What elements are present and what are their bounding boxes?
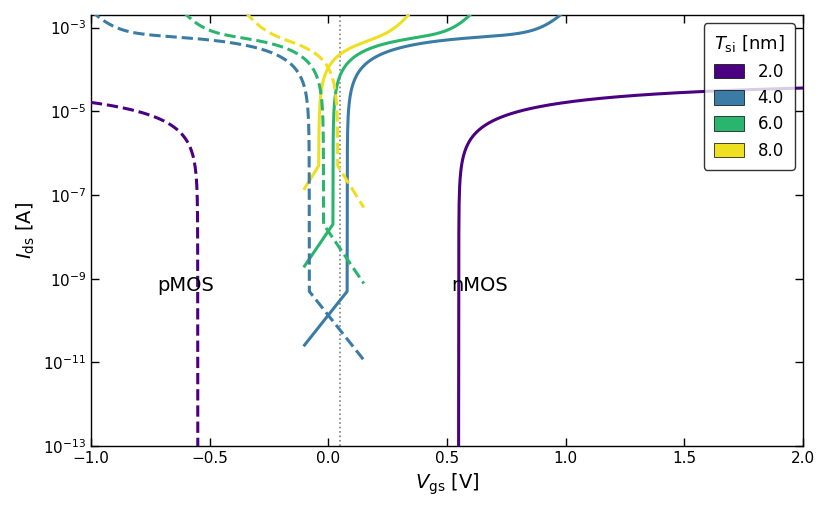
Y-axis label: $I_\mathregular{ds}$ [A]: $I_\mathregular{ds}$ [A] <box>15 202 37 259</box>
Text: pMOS: pMOS <box>158 276 214 295</box>
X-axis label: $V_\mathregular{gs}$ [V]: $V_\mathregular{gs}$ [V] <box>414 472 479 497</box>
Legend: 2.0, 4.0, 6.0, 8.0: 2.0, 4.0, 6.0, 8.0 <box>704 24 794 169</box>
Text: nMOS: nMOS <box>452 276 509 295</box>
